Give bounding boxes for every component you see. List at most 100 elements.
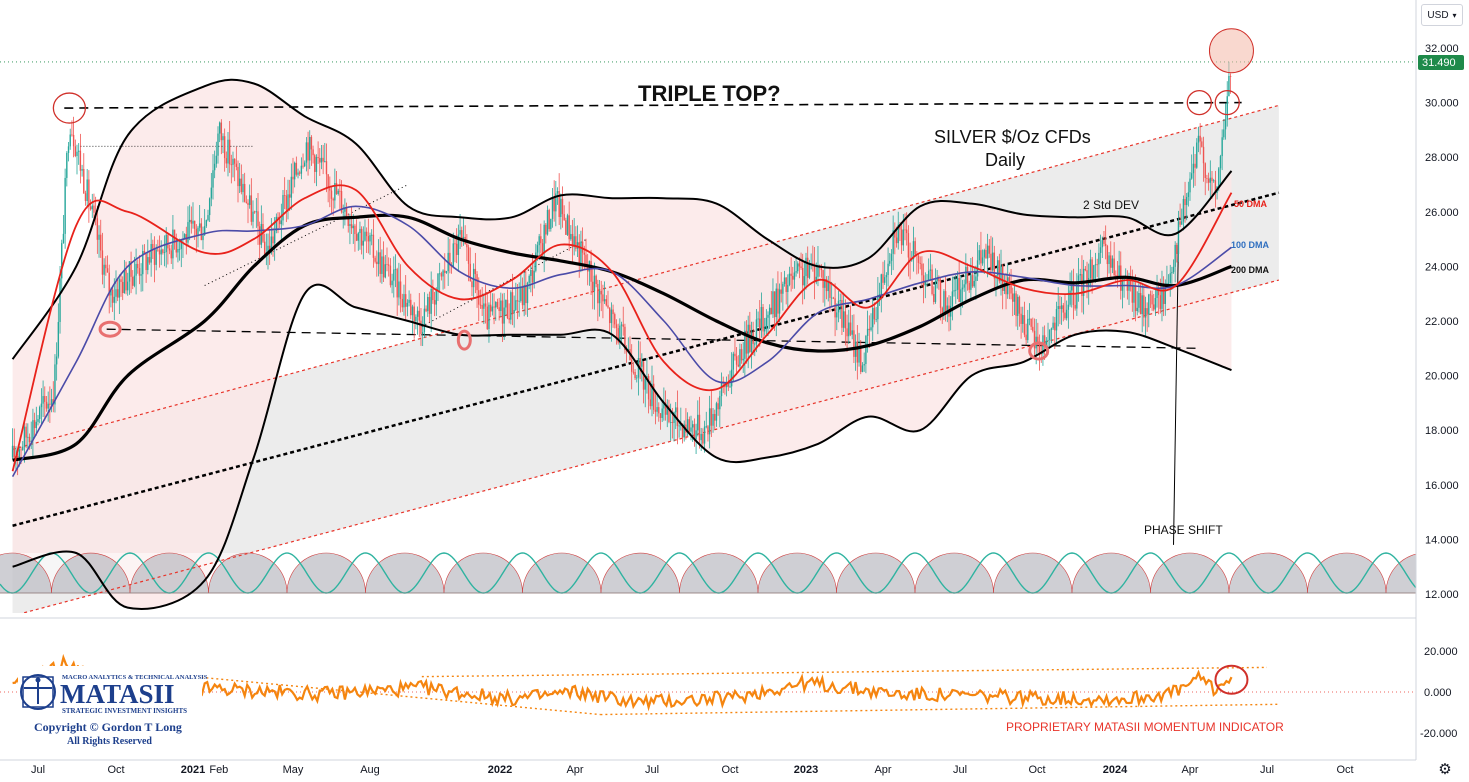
- price-candle: [1045, 340, 1048, 346]
- price-candle: [137, 263, 139, 269]
- price-candle: [178, 248, 181, 250]
- cycle-arch: [1150, 552, 1230, 594]
- price-candle: [1001, 265, 1004, 291]
- price-candle: [120, 279, 122, 282]
- price-candle: [978, 250, 980, 261]
- price-candle: [1017, 296, 1019, 316]
- price-candle: [990, 253, 992, 271]
- top-marker-1: [52, 92, 87, 124]
- currency-button[interactable]: USD ▾: [1421, 4, 1463, 26]
- gear-icon[interactable]: ⚙: [1438, 760, 1452, 778]
- price-candle: [472, 268, 475, 288]
- price-candle: [647, 376, 650, 400]
- price-candle: [163, 252, 166, 253]
- price-candle: [461, 230, 463, 239]
- price-candle: [128, 261, 131, 282]
- price-candle: [293, 162, 296, 180]
- price-candle: [904, 229, 906, 231]
- price-candle: [1219, 156, 1222, 169]
- price-candle: [734, 353, 736, 357]
- price-candle: [1209, 177, 1212, 183]
- price-candle: [740, 349, 743, 361]
- vitruvian-icon: [20, 674, 56, 710]
- price-candle: [96, 218, 99, 240]
- price-candle: [1229, 75, 1232, 77]
- price-candle: [1069, 290, 1071, 305]
- price-candle: [787, 284, 789, 293]
- price-candle: [18, 449, 21, 458]
- price-candle: [878, 294, 881, 296]
- price-candle: [592, 281, 594, 291]
- price-candle: [654, 409, 657, 412]
- price-candle: [212, 170, 214, 188]
- price-candle: [1116, 275, 1119, 277]
- price-candle: [603, 299, 606, 302]
- time-tick-label: Apr: [874, 764, 891, 776]
- price-candle: [1101, 240, 1103, 248]
- price-candle: [489, 304, 492, 312]
- price-candle: [79, 150, 82, 171]
- indicator-label: PROPRIETARY MATASII MOMENTUM INDICATOR: [1006, 720, 1284, 734]
- price-candle: [1228, 75, 1230, 97]
- price-tick-label: 24.000: [1425, 261, 1459, 273]
- price-candle: [1103, 240, 1105, 244]
- price-candle: [332, 198, 334, 201]
- price-candle: [556, 191, 559, 194]
- matasii-logo: MACRO ANALYTICS & TECHNICAL ANALYSIS MAT…: [18, 666, 208, 747]
- time-tick-label: Oct: [107, 764, 124, 776]
- price-candle: [272, 236, 274, 244]
- price-candle: [225, 158, 228, 164]
- price-candle: [1052, 322, 1054, 329]
- price-candle: [909, 257, 911, 261]
- price-candle: [391, 280, 393, 286]
- cycle-arch: [1228, 552, 1308, 594]
- price-candle: [1062, 305, 1064, 313]
- price-candle: [581, 241, 584, 253]
- time-tick-label: 2023: [794, 764, 818, 776]
- price-candle: [768, 307, 771, 315]
- price-candle: [238, 178, 241, 187]
- price-candle: [772, 291, 774, 315]
- price-candle: [247, 202, 249, 205]
- price-candle: [290, 176, 293, 198]
- price-candle: [842, 311, 845, 328]
- price-candle: [352, 225, 354, 229]
- price-candle: [983, 250, 985, 258]
- dma50-line: [11, 184, 1233, 472]
- price-candle: [312, 149, 314, 156]
- price-candle: [40, 403, 43, 408]
- price-candle: [870, 327, 872, 331]
- price-candle: [817, 264, 819, 277]
- price-candle: [1079, 274, 1081, 276]
- price-candle: [59, 278, 61, 322]
- price-candle: [415, 316, 417, 322]
- price-candle: [944, 291, 947, 313]
- price-candle: [571, 233, 574, 248]
- triple-top-label: TRIPLE TOP?: [638, 81, 781, 106]
- price-candle: [1089, 259, 1092, 278]
- price-candle: [418, 310, 420, 321]
- price-candle: [573, 236, 575, 248]
- price-candle: [1169, 273, 1171, 283]
- price-candle: [961, 287, 964, 290]
- price-candle: [305, 142, 308, 163]
- price-candle: [307, 142, 309, 161]
- price-candle: [235, 163, 238, 167]
- logo-name: MATASII: [60, 679, 175, 709]
- price-candle: [1224, 119, 1227, 130]
- price-candle: [344, 207, 346, 212]
- price-candle: [413, 306, 415, 322]
- price-candle: [1108, 255, 1110, 265]
- price-candle: [255, 211, 258, 213]
- price-candle: [848, 322, 850, 337]
- price-candle: [634, 371, 636, 379]
- price-candle: [455, 243, 458, 255]
- price-candle: [669, 422, 672, 423]
- price-candle: [152, 243, 154, 249]
- price-candle: [968, 282, 970, 290]
- price-candle: [67, 146, 70, 153]
- price-candle: [533, 270, 535, 283]
- price-candle: [28, 436, 31, 443]
- price-candle: [37, 419, 39, 422]
